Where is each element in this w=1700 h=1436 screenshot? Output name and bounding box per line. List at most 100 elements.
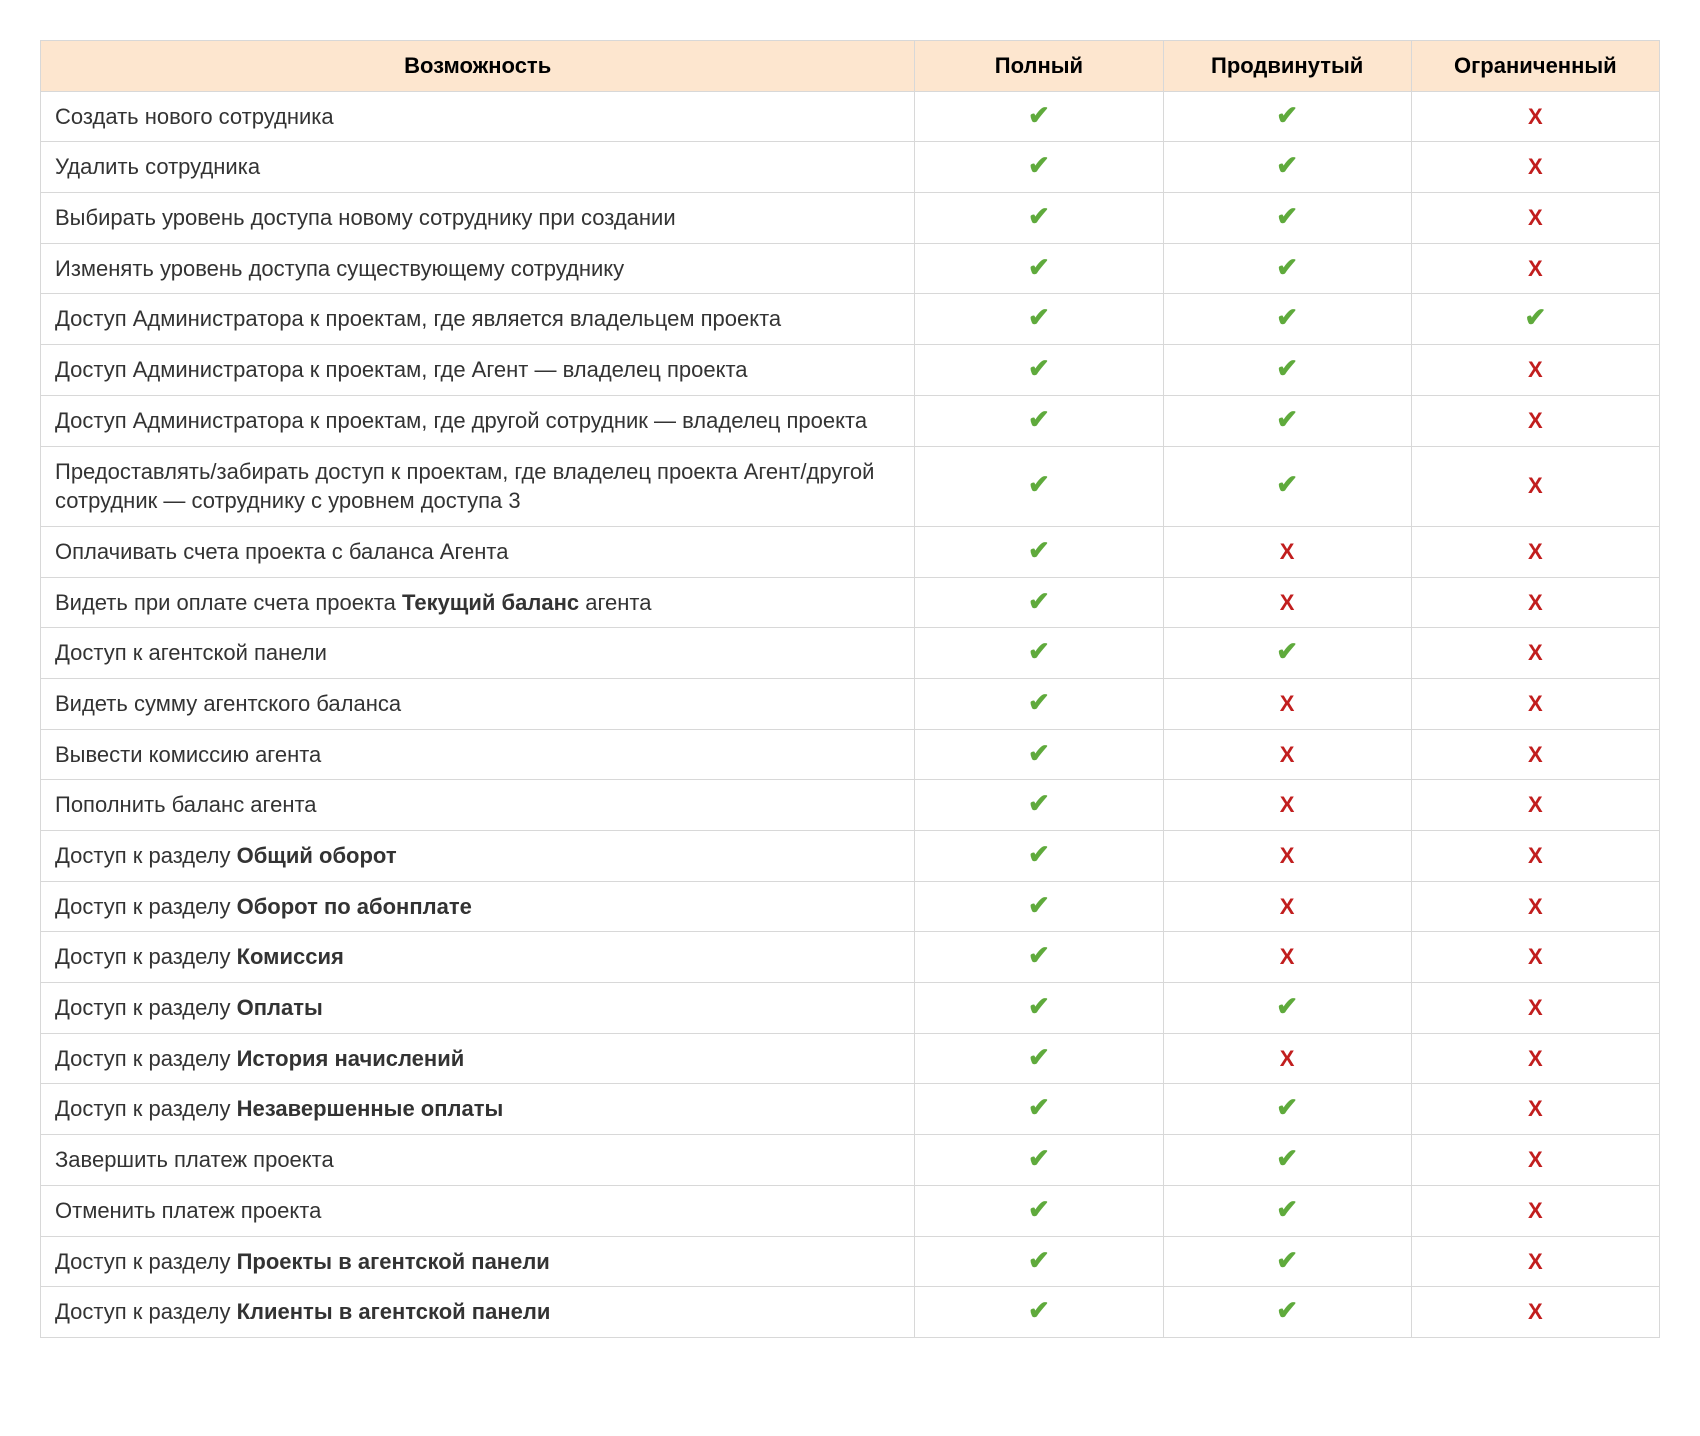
table-row: Видеть при оплате счета проекта Текущий … bbox=[41, 577, 1660, 628]
cross-icon: X bbox=[1528, 744, 1543, 766]
cell-advanced: ✔ bbox=[1163, 193, 1411, 244]
cell-full: ✔ bbox=[915, 1236, 1163, 1287]
cross-icon: X bbox=[1528, 1200, 1543, 1222]
cell-limited: X bbox=[1411, 243, 1659, 294]
table-row: Доступ Администратора к проектам, где яв… bbox=[41, 294, 1660, 345]
check-icon: ✔ bbox=[1276, 406, 1298, 432]
cell-limited: X bbox=[1411, 142, 1659, 193]
cross-icon: X bbox=[1528, 794, 1543, 816]
check-icon: ✔ bbox=[1276, 254, 1298, 280]
check-icon: ✔ bbox=[1028, 471, 1050, 497]
table-row: Вывести комиссию агента✔XX bbox=[41, 729, 1660, 780]
label-segment: Создать нового сотрудника bbox=[55, 104, 334, 129]
check-icon: ✔ bbox=[1276, 1247, 1298, 1273]
table-row: Удалить сотрудника✔✔X bbox=[41, 142, 1660, 193]
check-icon: ✔ bbox=[1276, 1094, 1298, 1120]
cross-icon: X bbox=[1280, 744, 1295, 766]
cell-full: ✔ bbox=[915, 780, 1163, 831]
cross-icon: X bbox=[1528, 106, 1543, 128]
label-segment: Доступ к разделу bbox=[55, 843, 237, 868]
check-icon: ✔ bbox=[1276, 355, 1298, 381]
cell-full: ✔ bbox=[915, 243, 1163, 294]
table-row: Доступ к разделу Оплаты✔✔X bbox=[41, 983, 1660, 1034]
label-segment: Видеть при оплате счета проекта bbox=[55, 590, 402, 615]
feature-label: Видеть сумму агентского баланса bbox=[41, 678, 915, 729]
cell-full: ✔ bbox=[915, 983, 1163, 1034]
cell-advanced: X bbox=[1163, 526, 1411, 577]
feature-label: Предоставлять/забирать доступ к проектам… bbox=[41, 446, 915, 526]
cell-limited: X bbox=[1411, 91, 1659, 142]
cell-advanced: X bbox=[1163, 831, 1411, 882]
check-icon: ✔ bbox=[1028, 304, 1050, 330]
cell-limited: X bbox=[1411, 932, 1659, 983]
check-icon: ✔ bbox=[1276, 1297, 1298, 1323]
cell-advanced: ✔ bbox=[1163, 243, 1411, 294]
label-bold-segment: Проекты в агентской панели bbox=[237, 1249, 550, 1274]
feature-label: Создать нового сотрудника bbox=[41, 91, 915, 142]
check-icon: ✔ bbox=[1028, 406, 1050, 432]
check-icon: ✔ bbox=[1028, 942, 1050, 968]
label-segment: Выбирать уровень доступа новому сотрудни… bbox=[55, 205, 676, 230]
check-icon: ✔ bbox=[1028, 152, 1050, 178]
cross-icon: X bbox=[1528, 997, 1543, 1019]
cell-advanced: ✔ bbox=[1163, 1135, 1411, 1186]
col-header-limited: Ограниченный bbox=[1411, 41, 1659, 92]
check-icon: ✔ bbox=[1028, 689, 1050, 715]
cross-icon: X bbox=[1280, 845, 1295, 867]
cell-full: ✔ bbox=[915, 881, 1163, 932]
cell-advanced: ✔ bbox=[1163, 1287, 1411, 1338]
table-header-row: Возможность Полный Продвинутый Ограничен… bbox=[41, 41, 1660, 92]
cell-limited: X bbox=[1411, 1185, 1659, 1236]
cell-limited: X bbox=[1411, 678, 1659, 729]
feature-label: Удалить сотрудника bbox=[41, 142, 915, 193]
label-segment: Видеть сумму агентского баланса bbox=[55, 691, 401, 716]
table-row: Пополнить баланс агента✔XX bbox=[41, 780, 1660, 831]
check-icon: ✔ bbox=[1028, 588, 1050, 614]
cross-icon: X bbox=[1528, 1098, 1543, 1120]
feature-label: Отменить платеж проекта bbox=[41, 1185, 915, 1236]
label-segment: Предоставлять/забирать доступ к проектам… bbox=[55, 459, 874, 514]
check-icon: ✔ bbox=[1028, 1247, 1050, 1273]
cell-advanced: ✔ bbox=[1163, 1185, 1411, 1236]
cell-advanced: X bbox=[1163, 678, 1411, 729]
check-icon: ✔ bbox=[1524, 304, 1546, 330]
check-icon: ✔ bbox=[1028, 102, 1050, 128]
cross-icon: X bbox=[1280, 592, 1295, 614]
label-segment: агента bbox=[579, 590, 651, 615]
cell-full: ✔ bbox=[915, 729, 1163, 780]
cell-advanced: ✔ bbox=[1163, 345, 1411, 396]
cell-limited: X bbox=[1411, 780, 1659, 831]
cell-full: ✔ bbox=[915, 678, 1163, 729]
feature-label: Доступ Администратора к проектам, где Аг… bbox=[41, 345, 915, 396]
cell-limited: X bbox=[1411, 831, 1659, 882]
check-icon: ✔ bbox=[1028, 1196, 1050, 1222]
table-row: Видеть сумму агентского баланса ✔ XX bbox=[41, 678, 1660, 729]
table-row: Предоставлять/забирать доступ к проектам… bbox=[41, 446, 1660, 526]
cross-icon: X bbox=[1528, 1251, 1543, 1273]
feature-label: Выбирать уровень доступа новому сотрудни… bbox=[41, 193, 915, 244]
check-icon: ✔ bbox=[1028, 1094, 1050, 1120]
cell-advanced: ✔ bbox=[1163, 1236, 1411, 1287]
label-segment: Доступ к разделу bbox=[55, 1249, 237, 1274]
label-segment: Доступ к разделу bbox=[55, 944, 237, 969]
cell-full: ✔ bbox=[915, 831, 1163, 882]
cell-limited: X bbox=[1411, 1287, 1659, 1338]
label-bold-segment: Оборот по абонплате bbox=[237, 894, 472, 919]
col-header-feature: Возможность bbox=[41, 41, 915, 92]
check-icon: ✔ bbox=[1028, 1297, 1050, 1323]
cell-full: ✔ bbox=[915, 193, 1163, 244]
label-segment: Изменять уровень доступа существующему с… bbox=[55, 256, 624, 281]
check-icon: ✔ bbox=[1276, 638, 1298, 664]
label-segment: Завершить платеж проекта bbox=[55, 1147, 334, 1172]
check-icon: ✔ bbox=[1276, 304, 1298, 330]
table-row: Выбирать уровень доступа новому сотрудни… bbox=[41, 193, 1660, 244]
cross-icon: X bbox=[1528, 946, 1543, 968]
check-icon: ✔ bbox=[1028, 1145, 1050, 1171]
cross-icon: X bbox=[1280, 946, 1295, 968]
cross-icon: X bbox=[1280, 896, 1295, 918]
check-icon: ✔ bbox=[1028, 892, 1050, 918]
cell-limited: X bbox=[1411, 345, 1659, 396]
cell-full: ✔ bbox=[915, 526, 1163, 577]
table-body: Создать нового сотрудника✔✔XУдалить сотр… bbox=[41, 91, 1660, 1337]
table-row: Создать нового сотрудника✔✔X bbox=[41, 91, 1660, 142]
